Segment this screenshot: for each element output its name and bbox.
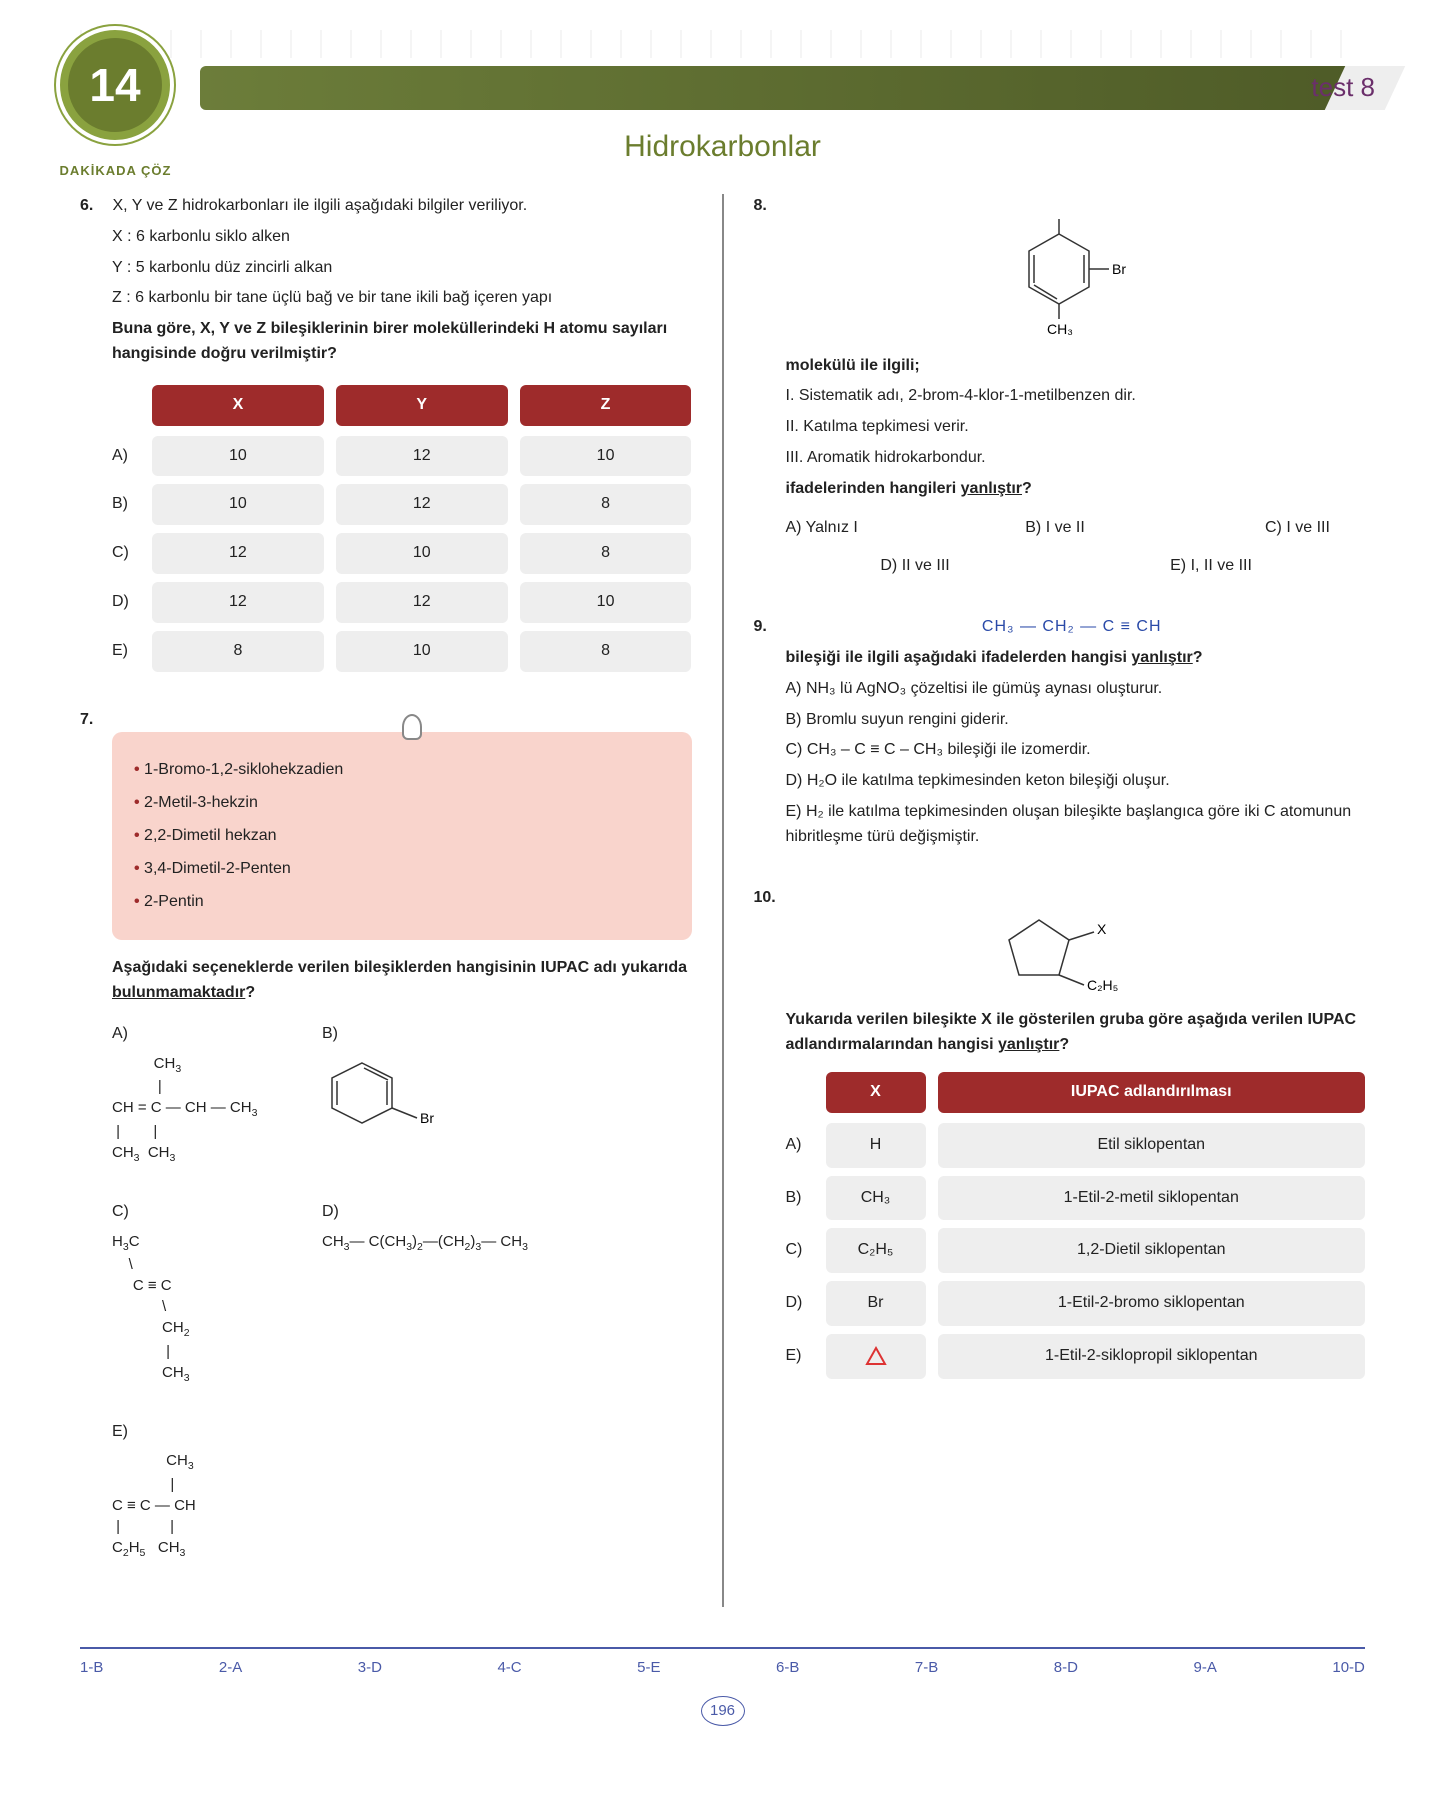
q9-ask: bileşiği ile ilgili aşağıdaki ifadelerde… (786, 646, 1366, 671)
q8-number: 8. (754, 194, 782, 219)
page-title: Hidrokarbonlar (80, 130, 1365, 164)
q10-ask: Yukarıda verilen bileşikte X ile gösteri… (786, 1008, 1366, 1058)
q6-col-z: Z (520, 385, 692, 426)
q6-col-y: Y (336, 385, 508, 426)
q6-col-x: X (152, 385, 324, 426)
q10-number: 10. (754, 886, 782, 911)
q6-ask: Buna göre, X, Y ve Z bileşiklerinin bire… (112, 317, 692, 367)
q7-opt-e: E) CH3 | C ≡ C — CH | | C2H5 CH3 (112, 1420, 292, 1571)
q7-e-structure: CH3 | C ≡ C — CH | | C2H5 CH3 (112, 1450, 292, 1560)
answer-key: 1-B 2-A 3-D 4-C 5-E 6-B 7-B 8-D 9-A 10-D (80, 1647, 1365, 1676)
header-bar: test 8 (200, 66, 1365, 110)
q7-d-structure: CH3— C(CH3)2—(CH2)3— CH3 (322, 1231, 582, 1255)
page-number: 196 (701, 1696, 745, 1726)
q8-benzene-icon: Cl Br CH₃ (979, 219, 1139, 339)
q7-a-structure: CH3 | CH = C — CH — CH3 | | CH3 CH3 (112, 1053, 292, 1166)
q9-formula: CH₃ — CH₂ — C ≡ CH (786, 615, 1358, 640)
q6-z: Z : 6 karbonlu bir tane üçlü bağ ve bir … (112, 286, 692, 311)
q7-ask: Aşağıdaki seçeneklerde verilen bileşikle… (112, 956, 692, 1006)
left-column: 6. X, Y ve Z hidrokarbonları ile ilgili … (80, 194, 692, 1607)
benzene-br-icon: Br (322, 1053, 442, 1143)
q6-table: X Y Z A)101210 B)10128 C)12108 D)121210 … (112, 385, 692, 672)
q6-x: X : 6 karbonlu siklo alken (112, 225, 692, 250)
question-6: 6. X, Y ve Z hidrokarbonları ile ilgili … (80, 194, 692, 672)
q7-opt-d: D) CH3— C(CH3)2—(CH2)3— CH3 (322, 1200, 582, 1396)
q7-opt-c: C) H3C \ C ≡ C \ CH2 | (112, 1200, 292, 1396)
q9-number: 9. (754, 615, 782, 640)
q8-lead: molekülü ile ilgili; (786, 354, 1366, 379)
q6-intro: X, Y ve Z hidrokarbonları ile ilgili aşa… (112, 197, 527, 214)
q6-y: Y : 5 karbonlu düz zincirli alkan (112, 256, 692, 281)
badge-text: DAKİKADA ÇÖZ (58, 163, 173, 178)
column-divider (722, 194, 724, 1607)
test-label: test 8 (1311, 72, 1375, 103)
q7-opt-a: A) CH3 | CH = C — CH — CH3 | | CH3 CH3 (112, 1022, 292, 1176)
time-badge: 14 DAKİKADA ÇÖZ (40, 20, 190, 170)
question-8: 8. Cl Br CH₃ m (754, 194, 1366, 579)
question-9: 9. CH₃ — CH₂ — C ≡ CH bileşiği ile ilgil… (754, 615, 1366, 849)
q7-options: A) CH3 | CH = C — CH — CH3 | | CH3 CH3 (112, 1022, 692, 1571)
q6-number: 6. (80, 194, 108, 219)
svg-text:CH₃: CH₃ (1047, 321, 1073, 337)
decorative-dots (80, 30, 1365, 58)
q7-c-structure: H3C \ C ≡ C \ CH2 | CH3 (112, 1231, 292, 1386)
svg-text:Cl: Cl (1052, 219, 1065, 220)
q7-name-box: 1-Bromo-1,2-siklohekzadien 2-Metil-3-hek… (112, 732, 692, 940)
q7-number: 7. (80, 708, 108, 733)
triangle-icon (864, 1344, 888, 1369)
svg-text:Br: Br (1112, 261, 1126, 277)
page-footer: 196 (80, 1696, 1365, 1726)
q7-opt-b: B) Br (322, 1022, 502, 1176)
question-7: 7. 1-Bromo-1,2-siklohekzadien 2-Metil-3-… (80, 708, 692, 1571)
q10-table: X IUPAC adlandırılması A)HEtil siklopent… (786, 1072, 1366, 1379)
q10-pentagon-icon: X C₂H₅ (979, 910, 1139, 1000)
badge-number: 14 (89, 58, 140, 112)
svg-text:X: X (1097, 921, 1107, 937)
question-10: 10. X C₂H₅ Yukarıda verilen bileşikte X … (754, 886, 1366, 1379)
q8-ask: ifadelerinden hangileri yanlıştır? (786, 477, 1366, 502)
svg-text:C₂H₅: C₂H₅ (1087, 977, 1118, 993)
q8-options: A) Yalnız I B) I ve II C) I ve III (786, 516, 1366, 541)
svg-text:Br: Br (420, 1110, 434, 1126)
right-column: 8. Cl Br CH₃ m (754, 194, 1366, 1607)
